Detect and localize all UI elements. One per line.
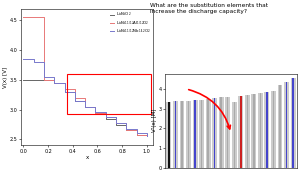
Bar [225, 97, 230, 168]
Li$_x$Ni$_{11/12}$Al$_{1/12}$O$_2$ [104, 116, 108, 118]
Bar [227, 97, 229, 168]
Li$_x$Ni$_{11/12}$Nb$_{1/12}$O$_2$ [42, 76, 46, 78]
Li$_x$Ni$_{11/12}$Al$_{1/12}$O$_2$ [52, 82, 56, 84]
Li$_x$NiO$_2$ [42, 79, 46, 81]
Bar [173, 101, 178, 168]
Li$_x$NiO$_2$ [145, 135, 148, 137]
Li$_x$Ni$_{11/12}$Nb$_{1/12}$O$_2$ [73, 100, 77, 102]
Li$_x$Ni$_{11/12}$Nb$_{1/12}$O$_2$ [83, 106, 87, 108]
Bar [258, 93, 263, 168]
Bar [181, 101, 183, 168]
Bar [251, 94, 256, 168]
Bar [286, 82, 287, 168]
Li$_x$Ni$_{11/12}$Al$_{1/12}$O$_2$ [22, 16, 25, 18]
Li$_x$NiO$_2$ [104, 117, 108, 120]
Line: Li$_x$Ni$_{11/12}$Nb$_{1/12}$O$_2$: Li$_x$Ni$_{11/12}$Nb$_{1/12}$O$_2$ [23, 59, 147, 136]
Li$_x$Ni$_{11/12}$Nb$_{1/12}$O$_2$ [22, 58, 25, 60]
Li$_x$Ni$_{11/12}$Nb$_{1/12}$O$_2$ [104, 116, 108, 118]
Bar [186, 101, 191, 168]
Bar [278, 85, 283, 168]
Bar [193, 100, 197, 168]
Bar [207, 99, 209, 168]
Li$_x$NiO$_2$ [94, 112, 97, 114]
Bar [265, 92, 269, 168]
Li$_x$Ni$_{11/12}$Al$_{1/12}$O$_2$ [145, 135, 148, 137]
Li$_x$Ni$_{11/12}$Nb$_{1/12}$O$_2$ [63, 91, 66, 93]
Li$_x$Ni$_{11/12}$Al$_{1/12}$O$_2$ [83, 106, 87, 108]
Bar [273, 91, 274, 168]
Li$_x$Ni$_{11/12}$Al$_{1/12}$O$_2$ [42, 79, 46, 81]
Bar [291, 78, 296, 168]
Bar [206, 99, 211, 168]
Li$_x$NiO$_2$ [83, 106, 87, 108]
Text: What are the substitution elements that
increase the discharge capacity?: What are the substitution elements that … [150, 3, 268, 14]
Bar [284, 82, 289, 168]
Bar [247, 95, 248, 168]
Bar [253, 94, 255, 168]
Bar [271, 91, 276, 168]
Bar [168, 102, 169, 168]
Y-axis label: V(x) [V]: V(x) [V] [3, 66, 8, 88]
Bar [279, 85, 281, 168]
Bar [199, 100, 204, 168]
Li$_x$Ni$_{11/12}$Al$_{1/12}$O$_2$ [32, 16, 35, 18]
Li$_x$Ni$_{11/12}$Al$_{1/12}$O$_2$ [73, 97, 77, 99]
X-axis label: x: x [85, 155, 88, 160]
Li$_x$NiO$_2$ [52, 82, 56, 84]
Bar [220, 97, 222, 168]
Bar [175, 101, 176, 168]
Li$_x$Ni$_{11/12}$Nb$_{1/12}$O$_2$ [52, 82, 56, 84]
Bar [201, 100, 202, 168]
Li$_x$Ni$_{11/12}$Al$_{1/12}$O$_2$ [63, 88, 66, 90]
Li$_x$Ni$_{11/12}$Nb$_{1/12}$O$_2$ [114, 122, 118, 124]
Li$_x$Ni$_{11/12}$Nb$_{1/12}$O$_2$ [32, 61, 35, 63]
Li$_x$NiO$_2$ [32, 79, 35, 81]
Bar [292, 78, 294, 168]
Li$_x$Ni$_{11/12}$Al$_{1/12}$O$_2$ [114, 122, 118, 124]
Bar [67, 74, 151, 114]
Bar [238, 96, 243, 168]
Li$_x$NiO$_2$ [63, 91, 66, 93]
Li$_x$Ni$_{11/12}$Al$_{1/12}$O$_2$ [135, 134, 138, 136]
Bar [167, 102, 171, 168]
Bar [245, 95, 250, 168]
Y-axis label: V'(x) [M]: V'(x) [M] [152, 109, 157, 132]
Li$_x$NiO$_2$ [22, 79, 25, 81]
Li$_x$Ni$_{11/12}$Nb$_{1/12}$O$_2$ [145, 135, 148, 137]
Li$_x$Ni$_{11/12}$Nb$_{1/12}$O$_2$ [124, 128, 128, 130]
Li$_x$Ni$_{11/12}$Nb$_{1/12}$O$_2$ [94, 111, 97, 113]
Li$_x$NiO$_2$ [135, 134, 138, 136]
Bar [260, 93, 261, 168]
Bar [219, 97, 224, 168]
Li$_x$NiO$_2$ [73, 100, 77, 102]
Bar [212, 98, 217, 168]
Bar [214, 98, 215, 168]
Bar [188, 101, 189, 168]
Bar [266, 92, 268, 168]
Line: Li$_x$Ni$_{11/12}$Al$_{1/12}$O$_2$: Li$_x$Ni$_{11/12}$Al$_{1/12}$O$_2$ [23, 17, 147, 136]
Bar [240, 96, 242, 168]
Bar [194, 100, 196, 168]
Li$_x$Ni$_{11/12}$Al$_{1/12}$O$_2$ [124, 129, 128, 131]
Bar [233, 102, 235, 168]
Line: Li$_x$NiO$_2$: Li$_x$NiO$_2$ [23, 80, 147, 136]
Li$_x$NiO$_2$ [114, 123, 118, 126]
Li$_x$Ni$_{11/12}$Nb$_{1/12}$O$_2$ [135, 132, 138, 134]
Legend: Li$_x$NiO$_2$, Li$_x$Ni$_{11/12}$Al$_{1/12}$O$_2$, Li$_x$Ni$_{11/12}$Nb$_{1/12}$: Li$_x$NiO$_2$, Li$_x$Ni$_{11/12}$Al$_{1/… [110, 10, 151, 35]
Bar [179, 101, 184, 168]
Bar [232, 102, 237, 168]
Li$_x$NiO$_2$ [124, 129, 128, 131]
Li$_x$Ni$_{11/12}$Al$_{1/12}$O$_2$ [94, 112, 97, 114]
